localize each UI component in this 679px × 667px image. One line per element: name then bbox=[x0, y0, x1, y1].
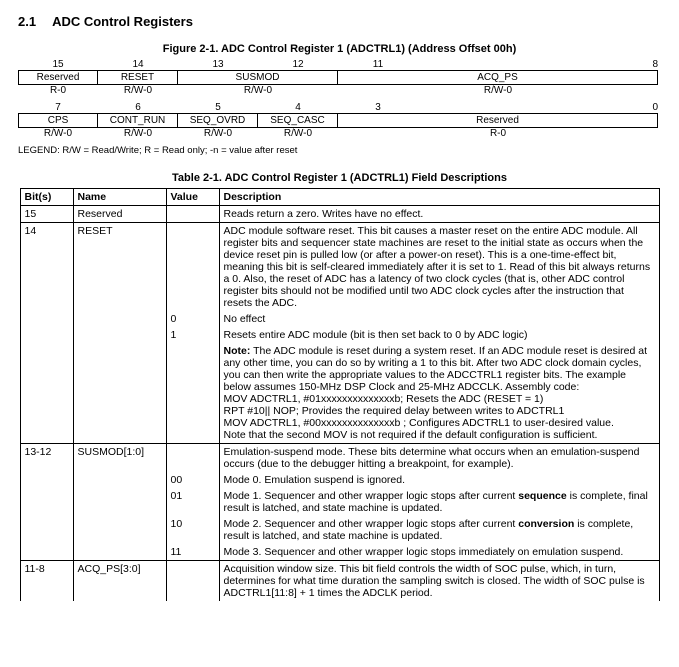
cell-desc: Mode 2. Sequencer and other wrapper logi… bbox=[219, 516, 659, 544]
cell-value: 01 bbox=[166, 488, 219, 516]
cell-value bbox=[166, 223, 219, 312]
cell-desc: Emulation-suspend mode. These bits deter… bbox=[219, 444, 659, 473]
reg-field-seqcasc: SEQ_CASC bbox=[258, 113, 338, 128]
table-row: 14 RESET ADC module software reset. This… bbox=[20, 223, 659, 312]
cell-name: RESET bbox=[73, 223, 166, 312]
table-caption: Table 2-1. ADC Control Register 1 (ADCTR… bbox=[18, 172, 661, 184]
bit-number: 15 bbox=[18, 59, 98, 70]
bit-number: 13 bbox=[178, 59, 258, 70]
asm-line: MOV ADCTRL1, #01xxxxxxxxxxxxxxb; Resets … bbox=[224, 393, 544, 405]
table-row: 10 Mode 2. Sequencer and other wrapper l… bbox=[20, 516, 659, 544]
table-row: 13-12 SUSMOD[1:0] Emulation-suspend mode… bbox=[20, 444, 659, 473]
access-value: R/W-0 bbox=[178, 85, 338, 96]
col-header-name: Name bbox=[73, 189, 166, 206]
cell-desc: Resets entire ADC module (bit is then se… bbox=[219, 327, 659, 343]
table-row: 01 Mode 1. Sequencer and other wrapper l… bbox=[20, 488, 659, 516]
cell-name: Reserved bbox=[73, 206, 166, 223]
cell-desc: No effect bbox=[219, 311, 659, 327]
reg-field-reset: RESET bbox=[98, 70, 178, 85]
bit-number: 8 bbox=[418, 59, 658, 70]
access-value: R/W-0 bbox=[98, 85, 178, 96]
cell-desc: Mode 0. Emulation suspend is ignored. bbox=[219, 472, 659, 488]
reg-field-susmod: SUSMOD bbox=[178, 70, 338, 85]
access-value: R-0 bbox=[338, 128, 658, 139]
register-diagram-low: 7 6 5 4 3 0 CPS CONT_RUN SEQ_OVRD SEQ_CA… bbox=[18, 102, 661, 139]
cell-value: 1 bbox=[166, 327, 219, 343]
cell-name: SUSMOD[1:0] bbox=[73, 444, 166, 473]
cell-desc: Mode 1. Sequencer and other wrapper logi… bbox=[219, 488, 659, 516]
register-diagram-high: 15 14 13 12 11 8 Reserved RESET SUSMOD A… bbox=[18, 59, 661, 96]
cell-desc: Reads return a zero. Writes have no effe… bbox=[219, 206, 659, 223]
cell-value: 10 bbox=[166, 516, 219, 544]
note-text: The ADC module is reset during a system … bbox=[224, 345, 648, 393]
table-row: 11-8 ACQ_PS[3:0] Acquisition window size… bbox=[20, 561, 659, 602]
cell-value: 0 bbox=[166, 311, 219, 327]
asm-line: RPT #10|| NOP; Provides the required del… bbox=[224, 405, 565, 417]
bit-number: 4 bbox=[258, 102, 338, 113]
cell-bits: 15 bbox=[20, 206, 73, 223]
section-number: 2.1 bbox=[18, 14, 36, 29]
bit-number: 3 bbox=[338, 102, 418, 113]
table-row: 11 Mode 3. Sequencer and other wrapper l… bbox=[20, 544, 659, 561]
figure-caption: Figure 2-1. ADC Control Register 1 (ADCT… bbox=[18, 43, 661, 55]
reg-field-contrun: CONT_RUN bbox=[98, 113, 178, 128]
cell-name: ACQ_PS[3:0] bbox=[73, 561, 166, 602]
col-header-bits: Bit(s) bbox=[20, 189, 73, 206]
col-header-value: Value bbox=[166, 189, 219, 206]
cell-value bbox=[166, 206, 219, 223]
cell-value bbox=[166, 561, 219, 602]
cell-bits: 13-12 bbox=[20, 444, 73, 473]
table-row: Note: The ADC module is reset during a s… bbox=[20, 343, 659, 444]
section-title-text: ADC Control Registers bbox=[52, 14, 193, 29]
bit-number: 6 bbox=[98, 102, 178, 113]
bit-number: 12 bbox=[258, 59, 338, 70]
bit-number: 11 bbox=[338, 59, 418, 70]
table-header-row: Bit(s) Name Value Description bbox=[20, 189, 659, 206]
cell-bits: 11-8 bbox=[20, 561, 73, 602]
cell-desc: ADC module software reset. This bit caus… bbox=[219, 223, 659, 312]
reg-field-reserved: Reserved bbox=[18, 70, 98, 85]
cell-value bbox=[166, 343, 219, 444]
legend: LEGEND: R/W = Read/Write; R = Read only;… bbox=[18, 145, 661, 156]
bit-number: 0 bbox=[418, 102, 658, 113]
reg-field-cps: CPS bbox=[18, 113, 98, 128]
cell-bits: 14 bbox=[20, 223, 73, 312]
bit-number: 14 bbox=[98, 59, 178, 70]
reg-field-reserved: Reserved bbox=[338, 113, 658, 128]
asm-line: MOV ADCTRL1, #00xxxxxxxxxxxxxxb ; Config… bbox=[224, 417, 614, 429]
field-description-table: Bit(s) Name Value Description 15 Reserve… bbox=[20, 188, 660, 601]
cell-value bbox=[166, 444, 219, 473]
table-row: 00 Mode 0. Emulation suspend is ignored. bbox=[20, 472, 659, 488]
section-heading: 2.1 ADC Control Registers bbox=[18, 14, 661, 29]
cell-desc: Mode 3. Sequencer and other wrapper logi… bbox=[219, 544, 659, 561]
col-header-desc: Description bbox=[219, 189, 659, 206]
access-value: R/W-0 bbox=[18, 128, 98, 139]
cell-desc: Note: The ADC module is reset during a s… bbox=[219, 343, 659, 444]
bit-number: 7 bbox=[18, 102, 98, 113]
access-value: R/W-0 bbox=[178, 128, 258, 139]
cell-value: 11 bbox=[166, 544, 219, 561]
asm-line: Note that the second MOV is not required… bbox=[224, 429, 598, 441]
access-value: R/W-0 bbox=[338, 85, 658, 96]
cell-desc: Acquisition window size. This bit field … bbox=[219, 561, 659, 602]
reg-field-acqps: ACQ_PS bbox=[338, 70, 658, 85]
bit-number: 5 bbox=[178, 102, 258, 113]
access-value: R-0 bbox=[18, 85, 98, 96]
table-row: 1 Resets entire ADC module (bit is then … bbox=[20, 327, 659, 343]
reg-field-seqovrd: SEQ_OVRD bbox=[178, 113, 258, 128]
cell-value: 00 bbox=[166, 472, 219, 488]
note-label: Note: bbox=[224, 345, 251, 357]
access-value: R/W-0 bbox=[258, 128, 338, 139]
access-value: R/W-0 bbox=[98, 128, 178, 139]
table-row: 0 No effect bbox=[20, 311, 659, 327]
table-row: 15 Reserved Reads return a zero. Writes … bbox=[20, 206, 659, 223]
